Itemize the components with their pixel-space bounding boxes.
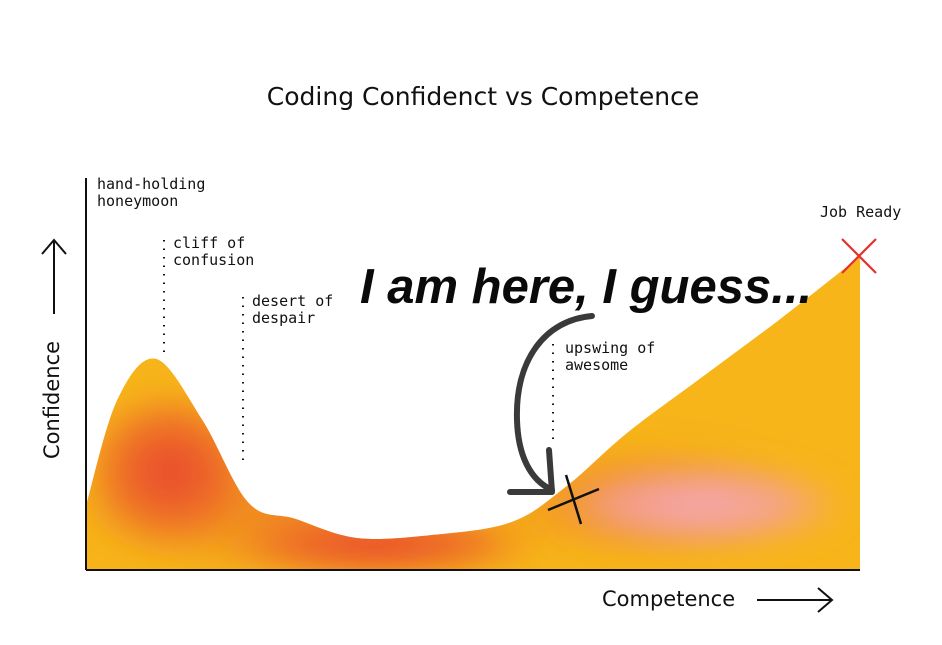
area-glow-pink bbox=[550, 460, 850, 550]
annotation-desert: desert of despair bbox=[252, 292, 342, 327]
annotation-upswing: upswing of awesome bbox=[565, 339, 664, 374]
annotation-job-ready: Job Ready bbox=[820, 203, 901, 221]
hand-drawn-arrow-icon bbox=[507, 313, 595, 495]
y-axis-label: Confidence bbox=[40, 341, 64, 459]
annotation-honeymoon: hand-holding honeymoon bbox=[97, 175, 214, 210]
current-position-cross-icon bbox=[547, 474, 600, 525]
job-ready-x-mark-icon bbox=[841, 238, 877, 274]
annotation-cliff: cliff of confusion bbox=[173, 234, 254, 269]
x-axis-arrow-icon bbox=[757, 587, 834, 613]
stage-annotations: hand-holding honeymoon cliff of confusio… bbox=[97, 175, 901, 460]
y-axis-arrow-icon bbox=[41, 238, 67, 314]
callout-text: I am here, I guess... bbox=[360, 260, 812, 314]
chart-title: Coding Confidenct vs Competence bbox=[267, 82, 699, 111]
x-axis-label: Competence bbox=[602, 587, 735, 611]
